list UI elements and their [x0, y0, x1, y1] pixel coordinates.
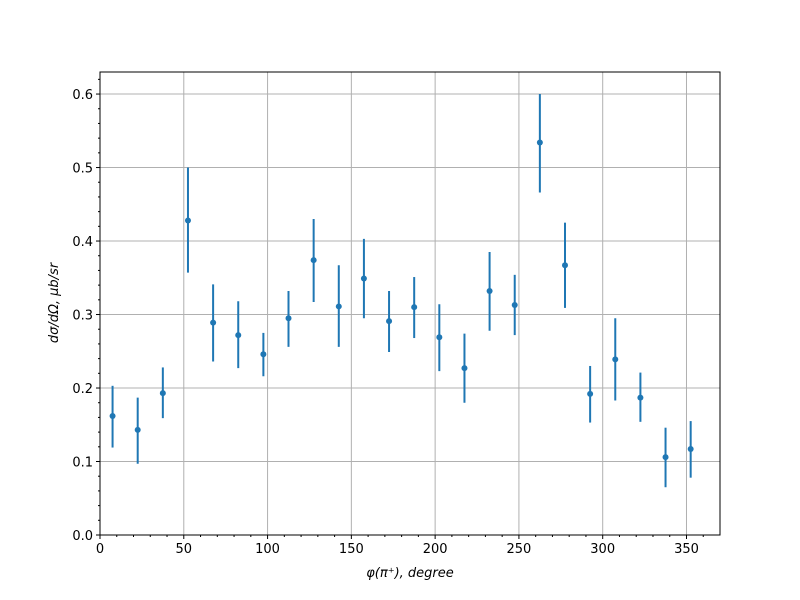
y-tick-label: 0.4: [72, 235, 93, 250]
y-axis-label: dσ/dΩ, μb/sr: [47, 261, 62, 343]
data-point: [159, 390, 166, 397]
x-axis-label: φ(π⁺), degree: [366, 566, 454, 581]
data-point: [134, 426, 141, 433]
data-point: [360, 275, 367, 282]
x-tick-label: 50: [176, 542, 193, 557]
plot-frame: [99, 71, 721, 536]
data-point: [310, 257, 317, 264]
data-point: [486, 288, 493, 295]
x-tick-label: 150: [339, 542, 364, 557]
data-point: [511, 301, 518, 308]
data-point: [662, 454, 669, 461]
data-point: [184, 217, 191, 224]
data-point: [411, 304, 418, 311]
data-point: [536, 139, 543, 146]
grid: [99, 72, 720, 536]
data-point: [285, 315, 292, 322]
y-tick-label: 0.5: [72, 162, 93, 177]
data-point: [461, 365, 468, 372]
x-tick-label: 200: [423, 542, 448, 557]
data-point: [562, 262, 568, 269]
y-tick-label: 0.3: [72, 309, 93, 324]
x-tick-label: 0: [96, 542, 104, 557]
data-point: [587, 390, 594, 397]
data-point: [637, 394, 644, 401]
data-point: [687, 446, 694, 453]
x-tick-label: 100: [255, 542, 280, 557]
data-point: [335, 303, 342, 310]
data-point: [436, 334, 443, 341]
data-point: [235, 332, 242, 339]
y-tick-label: 0.0: [72, 529, 93, 544]
data-point: [260, 351, 267, 358]
y-tick-label: 0.6: [72, 88, 93, 103]
x-tick-label: 300: [590, 542, 615, 557]
x-tick-label: 350: [674, 542, 699, 557]
y-tick-label: 0.2: [72, 382, 93, 397]
axis-ticks: 0 50 100 150 200 250 300 350 0.0 0.1 0.2 0.3 0.4 0.5 0…: [72, 78, 704, 557]
x-tick-label: 250: [507, 542, 532, 557]
data-series: [109, 94, 694, 488]
data-point: [386, 318, 393, 325]
data-point: [612, 356, 619, 363]
data-point: [109, 412, 116, 419]
data-point: [210, 319, 217, 326]
y-tick-label: 0.1: [72, 456, 93, 471]
